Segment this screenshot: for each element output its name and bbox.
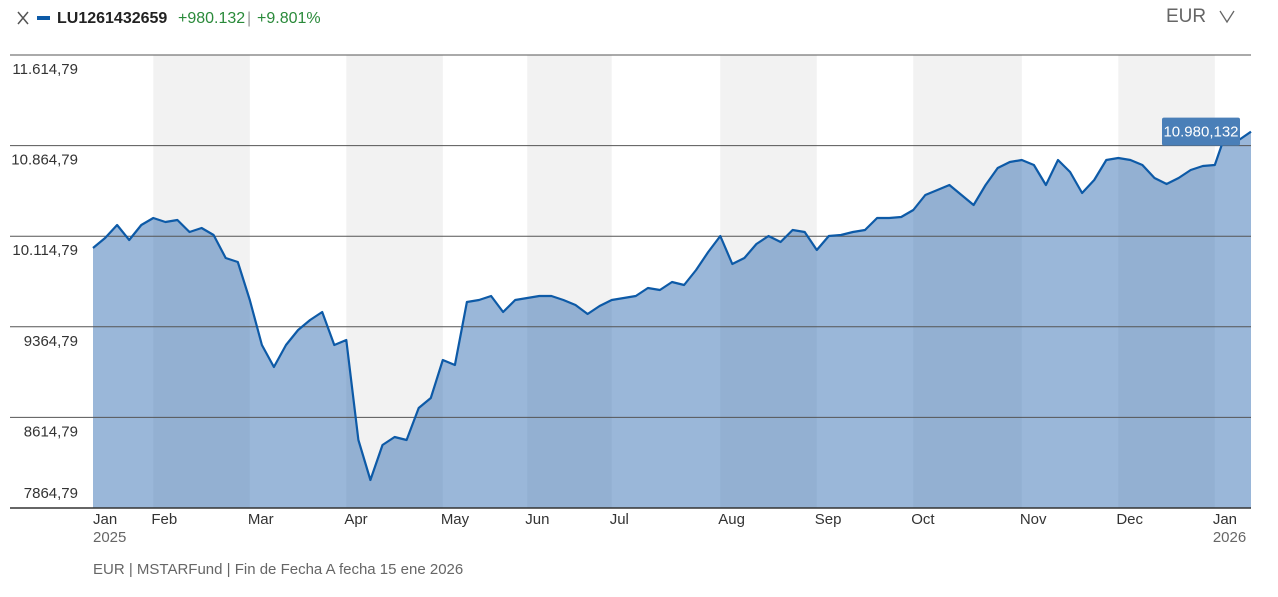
y-tick-label: 9364,79 [24, 333, 78, 350]
x-year-label: 2026 [1213, 529, 1246, 546]
month-band [153, 55, 250, 508]
x-tick-label: May [441, 511, 470, 528]
x-tick-label: Jun [525, 511, 549, 528]
change-pct: +9.801% [257, 10, 321, 27]
footer: EUR | MSTARFund | Fin de Fecha A fecha 1… [93, 561, 463, 578]
x-tick-label: Jan [1213, 511, 1237, 528]
x-tick-label: Sep [815, 511, 842, 528]
value-label: 10.980,132 [1163, 124, 1238, 141]
y-tick-label: 8614,79 [24, 423, 78, 440]
x-tick-label: Apr [344, 511, 367, 528]
x-tick-label: Mar [248, 511, 274, 528]
x-year-label: 2025 [93, 529, 126, 546]
y-tick-label: 10.864,79 [11, 152, 78, 169]
month-band [720, 55, 817, 508]
legend-label: LU1261432659 [57, 10, 167, 27]
x-tick-label: Aug [718, 511, 745, 528]
month-band [527, 55, 612, 508]
y-tick-label: 11.614,79 [12, 61, 78, 78]
value-label-box [1162, 117, 1240, 146]
close-icon[interactable] [17, 11, 29, 25]
plot: 7864,79 8614,79 9364,79 10.114,79 10.864,79 1… [10, 54, 1252, 546]
legend-swatch [37, 16, 50, 20]
x-tick-label: Dec [1116, 511, 1143, 528]
dropdown-icon[interactable] [1219, 10, 1235, 24]
x-tick-label: Jan [93, 511, 117, 528]
currency-select[interactable]: EUR [1166, 6, 1206, 27]
area [93, 130, 1251, 508]
x-tick-label: Feb [151, 511, 177, 528]
x-tick-label: Jul [610, 511, 629, 528]
y-tick-label: 7864,79 [24, 485, 78, 502]
x-tick-label: Nov [1020, 511, 1047, 528]
month-band [913, 55, 1022, 508]
month-band [346, 55, 443, 508]
line [92, 128, 1252, 482]
change: +980.132 [178, 10, 245, 27]
x-tick-label: Oct [911, 511, 935, 528]
y-tick-label: 10.114,79 [12, 242, 78, 259]
separator: | [247, 10, 251, 27]
